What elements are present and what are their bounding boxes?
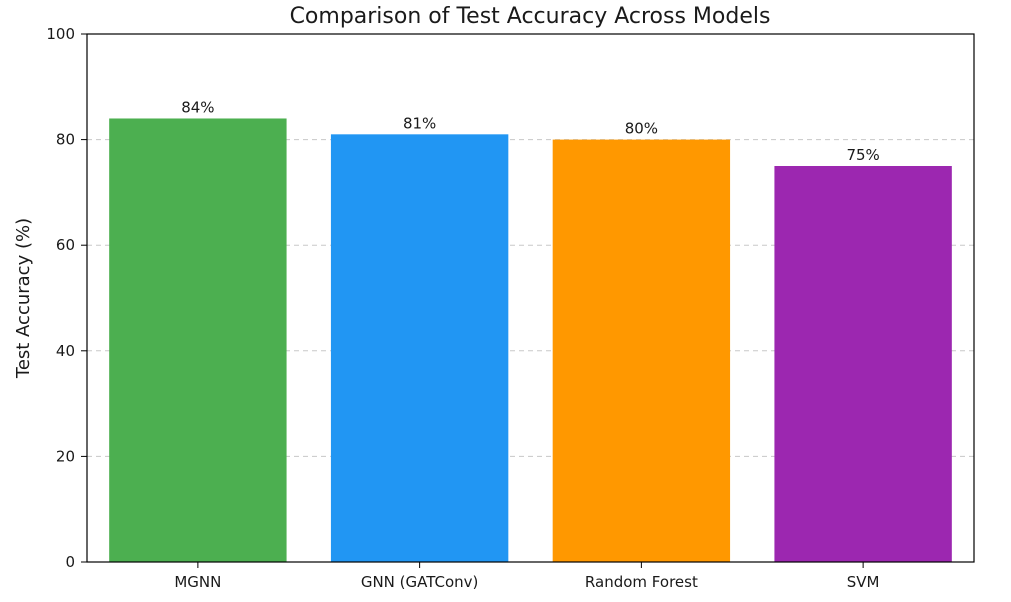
data-labels: 84% 81% 80% 75% (181, 98, 880, 164)
bar-value-label: 80% (625, 120, 658, 138)
y-tick-label: 80 (56, 131, 75, 149)
bar (552, 139, 731, 562)
bar-value-label: 75% (846, 146, 879, 164)
bar-value-label: 81% (403, 114, 436, 132)
bar (330, 134, 509, 562)
bar (774, 166, 952, 562)
y-tick-label: 20 (56, 447, 75, 465)
bar-value-label: 84% (181, 98, 214, 116)
x-tick-label: GNN (GATConv) (361, 573, 479, 591)
chart-title: Comparison of Test Accuracy Across Model… (290, 4, 771, 29)
y-tick-label: 60 (56, 236, 75, 254)
bar (109, 118, 287, 562)
y-tick-label: 100 (46, 25, 75, 43)
x-tick-label: MGNN (174, 573, 221, 591)
x-tick-label: SVM (847, 573, 880, 591)
y-tick-label: 40 (56, 342, 75, 360)
bars (109, 118, 952, 562)
x-tick-label: Random Forest (585, 573, 698, 591)
y-axis-label: Test Accuracy (%) (13, 218, 34, 379)
y-axis-ticks: 0 20 40 60 80 100 (46, 25, 87, 571)
y-tick-label: 0 (65, 553, 75, 571)
x-axis-ticks: MGNN GNN (GATConv) Random Forest SVM (174, 562, 879, 591)
plot-area-frame (86, 33, 975, 563)
